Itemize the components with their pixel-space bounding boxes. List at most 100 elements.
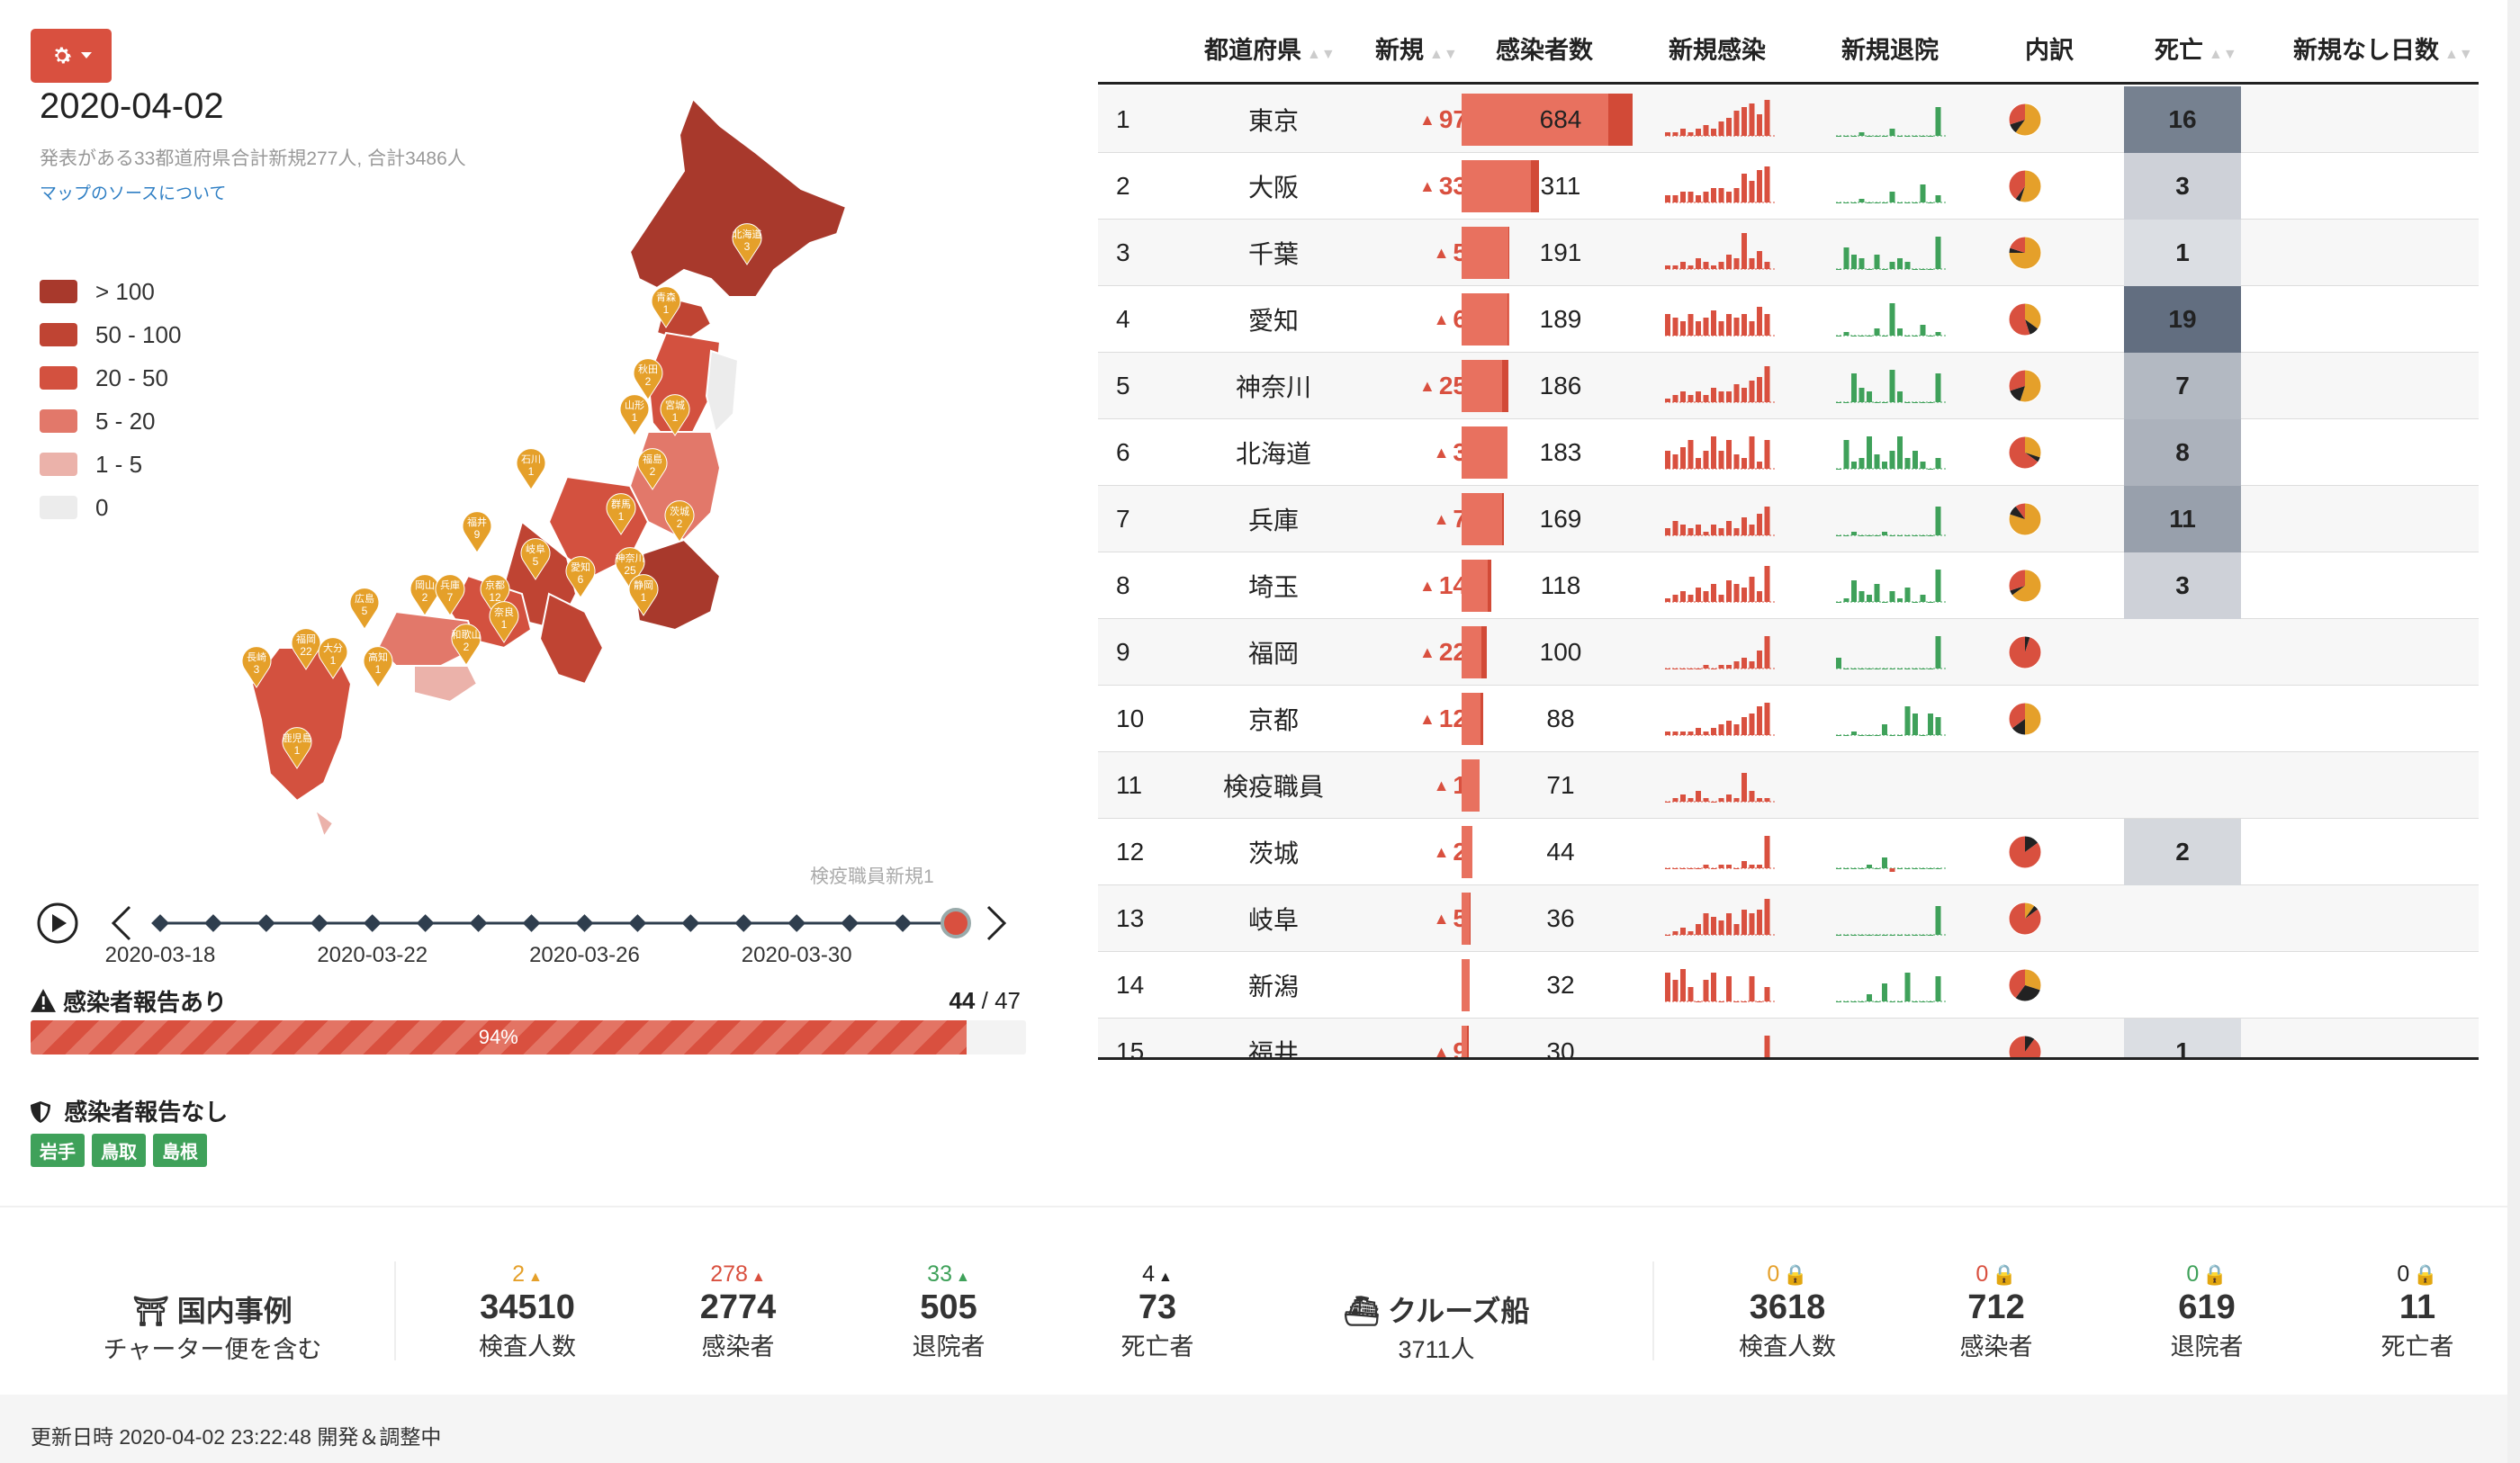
table-row[interactable]: 13 岐阜 ▲ 5 36 <box>1098 885 2479 952</box>
pin-count: 1 <box>294 744 301 757</box>
timeline-dot[interactable] <box>469 914 488 932</box>
row-total: 30 <box>1462 1019 1660 1057</box>
spark-bar <box>1858 1001 1865 1002</box>
table-row[interactable]: 10 京都 ▲ 12 88 <box>1098 686 2479 752</box>
map-pin[interactable]: 兵庫7 <box>435 574 465 616</box>
timeline-dot[interactable] <box>894 914 912 932</box>
prefecture-shape[interactable] <box>705 349 740 434</box>
map-pin[interactable]: 茨城2 <box>664 500 695 543</box>
map-pin[interactable]: 愛知6 <box>565 556 596 598</box>
timeline-dot[interactable] <box>628 914 647 932</box>
timeline-dot[interactable] <box>841 914 860 932</box>
map-pin[interactable]: 岡山2 <box>410 574 440 616</box>
map-pin[interactable]: 石川1 <box>516 448 546 490</box>
prefecture-shape[interactable] <box>628 538 722 632</box>
prev-arrow[interactable] <box>111 905 131 941</box>
prefecture-table[interactable]: 都道府県 ▲▼ 新規 ▲▼ 感染者数 新規感染 新規退院 内訳 死亡 ▲▼ 新規なし日… <box>1098 0 2479 1060</box>
unreported-tag[interactable]: 岩手 <box>31 1134 85 1167</box>
map-pin[interactable]: 宮城1 <box>660 394 690 436</box>
table-row[interactable]: 3 千葉 ▲ 5 191 1 <box>1098 220 2479 286</box>
new-discharge-cell <box>1836 153 1962 220</box>
timeline-dot[interactable] <box>151 914 169 932</box>
timeline-dot[interactable] <box>363 914 382 932</box>
row-rank: 13 <box>1116 904 1145 932</box>
table-row[interactable]: 15 福井 ▲ 9 30 1 <box>1098 1019 2479 1057</box>
pie-slice <box>2012 570 2041 602</box>
spark-bar <box>1928 336 1933 337</box>
timeline-dot[interactable] <box>204 914 222 932</box>
col-new-cases[interactable]: 新規感染 <box>1669 37 1766 64</box>
table-row[interactable]: 9 福岡 ▲ 22 100 <box>1098 619 2479 686</box>
col-new-discharge[interactable]: 新規退院 <box>1841 37 1939 64</box>
map-pin[interactable]: 群馬1 <box>606 493 636 535</box>
map-pin[interactable]: 山形1 <box>619 394 650 436</box>
prefecture-shape[interactable] <box>313 807 335 839</box>
map-pin[interactable]: 長崎3 <box>241 646 272 688</box>
map-source-link[interactable]: マップのソースについて <box>40 184 227 203</box>
row-total: 183 <box>1462 419 1660 486</box>
map-pin[interactable]: 高知1 <box>363 646 393 688</box>
map-pin[interactable]: 福井9 <box>462 511 492 553</box>
next-arrow[interactable] <box>986 905 1007 941</box>
table-row[interactable]: 12 茨城 ▲ 2 44 2 <box>1098 819 2479 885</box>
col-pref[interactable]: 都道府県 ▲▼ <box>1204 37 1336 64</box>
pin-count: 22 <box>300 645 312 658</box>
spark-bar <box>1718 121 1724 136</box>
map-pin[interactable]: 広島5 <box>349 588 380 630</box>
timeline-dot[interactable] <box>310 914 328 932</box>
table-row[interactable]: 1 東京 ▲ 97 684 16 <box>1098 86 2479 153</box>
timeline-dot[interactable] <box>734 914 753 932</box>
table-row[interactable]: 5 神奈川 ▲ 25 186 7 <box>1098 353 2479 419</box>
table-row[interactable]: 14 新潟 32 <box>1098 952 2479 1019</box>
timeline-dot[interactable] <box>522 914 541 932</box>
unreported-tag[interactable]: 島根 <box>153 1134 207 1167</box>
map-pin[interactable]: 奈良1 <box>489 601 519 643</box>
new-cases-cell <box>1665 353 1791 419</box>
timeline-dot-selected[interactable] <box>940 908 971 938</box>
unreported-tag[interactable]: 鳥取 <box>92 1134 146 1167</box>
timeline-dot[interactable] <box>416 914 435 932</box>
timeline-dot[interactable] <box>575 914 594 932</box>
timeline-dot[interactable] <box>681 914 700 932</box>
table-row[interactable]: 6 北海道 ▲ 3 183 8 <box>1098 419 2479 486</box>
table-row[interactable]: 8 埼玉 ▲ 14 118 3 <box>1098 552 2479 619</box>
prefecture-shape[interactable] <box>538 592 605 686</box>
row-new: ▲ 2 <box>1359 819 1467 885</box>
timeline-dot[interactable] <box>256 914 275 932</box>
prefecture-shape[interactable] <box>413 665 479 704</box>
col-breakdown[interactable]: 内訳 <box>2025 37 2074 64</box>
table-row[interactable]: 2 大阪 ▲ 33 311 3 <box>1098 153 2479 220</box>
map-pin[interactable]: 福島2 <box>637 448 668 490</box>
table-row[interactable]: 11 検疫職員 ▲ 1 71 <box>1098 752 2479 819</box>
map-pin[interactable]: 青森1 <box>651 286 681 328</box>
pie-slice <box>2025 453 2041 462</box>
cruise-stat: 0 🔒 712 感染者 <box>1960 1261 2033 1362</box>
table-row[interactable]: 4 愛知 ▲ 6 189 19 <box>1098 286 2479 353</box>
timeline-tick-label: 2020-03-26 <box>529 943 640 967</box>
pie-slice <box>2015 186 2025 202</box>
timeline-dot[interactable] <box>788 914 806 932</box>
play-button[interactable] <box>37 902 78 944</box>
prefecture-shape[interactable] <box>250 647 353 803</box>
map-pin[interactable]: 秋田2 <box>633 358 663 400</box>
prefecture-shape[interactable] <box>628 97 848 298</box>
row-total: 36 <box>1462 885 1660 952</box>
col-days-no-new[interactable]: 新規なし日数 ▲▼ <box>2293 37 2473 64</box>
map-pin[interactable]: 大分1 <box>318 637 348 679</box>
spark-bar <box>1703 865 1709 868</box>
col-new[interactable]: 新規 ▲▼ <box>1375 37 1458 64</box>
col-deaths[interactable]: 死亡 ▲▼ <box>2155 37 2237 64</box>
row-total: 71 <box>1462 752 1660 819</box>
table-row[interactable]: 7 兵庫 ▲ 7 169 11 <box>1098 486 2479 552</box>
col-total[interactable]: 感染者数 <box>1496 37 1593 64</box>
map-pin[interactable]: 岐阜5 <box>520 538 551 580</box>
map-pin[interactable]: 静岡1 <box>628 574 659 616</box>
settings-button[interactable] <box>31 29 112 83</box>
